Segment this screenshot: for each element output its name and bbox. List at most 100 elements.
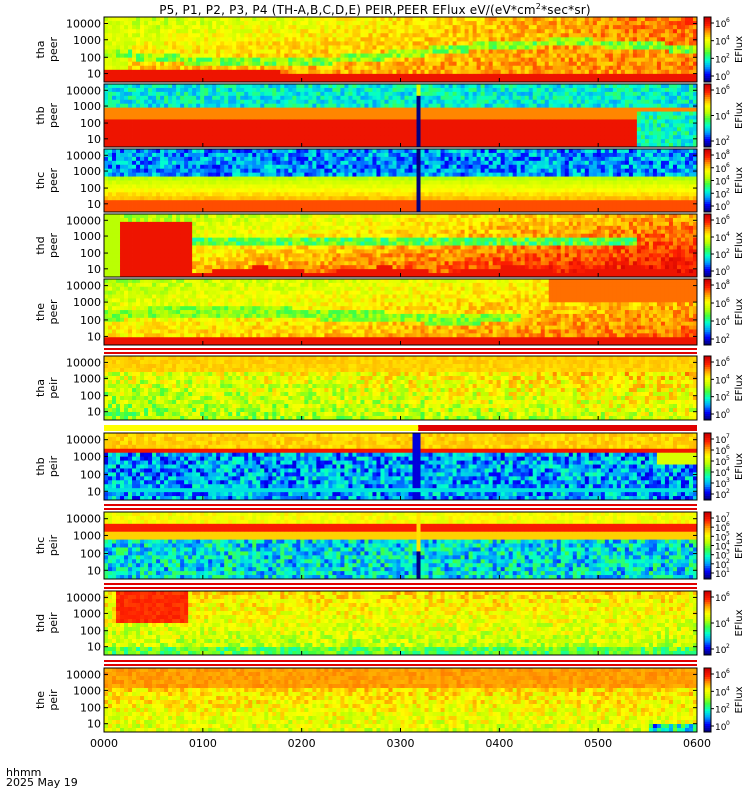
heatmap-cell [648, 139, 654, 144]
heatmap-cell [516, 37, 522, 42]
heatmap-cell [284, 61, 289, 67]
heatmap-cell [140, 115, 145, 120]
heatmap-cell [580, 69, 586, 75]
y-tick-label: 100 [80, 51, 101, 64]
heatmap-cell [300, 77, 305, 83]
heatmap-cell [464, 61, 470, 67]
heatmap-cell [484, 45, 490, 50]
heatmap-cell [192, 65, 197, 71]
heatmap-cell [624, 103, 630, 109]
heatmap-cell [404, 65, 409, 71]
heatmap-cell [464, 29, 470, 34]
heatmap-cell [360, 84, 365, 89]
heatmap-cell [116, 21, 121, 26]
heatmap-cell [184, 87, 189, 93]
heatmap-cell [544, 87, 550, 93]
heatmap-cell [624, 77, 630, 83]
heatmap-cell [564, 49, 570, 54]
heatmap-cell [448, 61, 453, 67]
heatmap-cell [640, 131, 646, 136]
heatmap-cell [644, 69, 650, 75]
heatmap-cell [412, 73, 417, 79]
heatmap-cell [480, 57, 486, 63]
heatmap-cell [436, 95, 441, 101]
heatmap-cell [392, 77, 397, 83]
heatmap-cell [436, 61, 441, 67]
heatmap-cell [588, 131, 594, 136]
heatmap-cell [548, 135, 554, 140]
heatmap-cell [448, 127, 453, 132]
heatmap-cell [144, 61, 149, 67]
heatmap-cell [300, 103, 305, 109]
heatmap-cell [592, 87, 598, 93]
heatmap-cell [224, 99, 229, 105]
heatmap-cell [252, 87, 257, 93]
heatmap-cell [436, 25, 441, 30]
heatmap-cell [228, 41, 233, 46]
heatmap-cell [264, 37, 269, 42]
heatmap-cell [288, 21, 293, 26]
heatmap-cell [632, 53, 638, 59]
heatmap-cell [304, 99, 309, 105]
heatmap-cell [268, 45, 273, 50]
heatmap-cell [300, 99, 305, 105]
heatmap-cell [504, 45, 510, 50]
heatmap-cell [416, 25, 421, 30]
heatmap-cell [288, 119, 293, 124]
heatmap-cell [328, 41, 333, 46]
heatmap-cell [688, 53, 694, 59]
heatmap-cell [256, 77, 261, 83]
colorbar-cell [704, 121, 711, 125]
heatmap-cell [692, 77, 698, 83]
heatmap-cell [196, 29, 201, 34]
heatmap-cell [184, 135, 189, 140]
colorbar-cell [704, 17, 711, 20]
heatmap-cell [588, 87, 594, 93]
heatmap-cell [200, 53, 205, 59]
heatmap-cell [232, 77, 237, 83]
heatmap-cell [420, 29, 425, 34]
heatmap-cell [336, 107, 341, 112]
heatmap-cell [112, 115, 117, 120]
heatmap-cell [672, 21, 678, 26]
heatmap-cell [256, 107, 261, 112]
heatmap-cell [540, 41, 546, 46]
heatmap-cell [160, 107, 165, 112]
heatmap-cell [236, 45, 241, 50]
heatmap-cell [180, 139, 185, 144]
heatmap-cell [352, 41, 357, 46]
heatmap-cell [124, 196, 129, 201]
heatmap-cell [352, 49, 357, 54]
heatmap-cell [224, 115, 229, 120]
heatmap-cell [624, 91, 630, 97]
heatmap-cell [564, 123, 570, 128]
heatmap-cell [124, 156, 129, 162]
heatmap-cell [228, 25, 233, 30]
heatmap-cell [384, 99, 389, 105]
heatmap-cell [360, 115, 365, 120]
heatmap-cell [480, 49, 486, 54]
heatmap-cell [124, 69, 129, 75]
heatmap-cell [112, 73, 117, 79]
heatmap-cell [528, 115, 534, 120]
heatmap-cell [600, 69, 606, 75]
heatmap-cell [148, 41, 153, 46]
heatmap-cell [208, 37, 213, 42]
heatmap-cell [600, 84, 606, 89]
heatmap-cell [480, 103, 486, 109]
heatmap-cell [156, 95, 161, 101]
heatmap-cell [184, 95, 189, 101]
heatmap-cell [232, 65, 237, 71]
colorbar-cell [704, 32, 711, 35]
heatmap-cell [192, 73, 197, 79]
heatmap-cell [512, 111, 518, 116]
heatmap-cell [128, 172, 133, 177]
heatmap-cell [432, 41, 437, 46]
heatmap-cell [240, 115, 245, 120]
heatmap-cell [440, 21, 445, 26]
heatmap-cell [368, 29, 373, 34]
heatmap-cell [332, 33, 337, 38]
heatmap-cell [116, 139, 121, 144]
heatmap-cell [672, 45, 678, 50]
heatmap-cell [640, 29, 646, 34]
